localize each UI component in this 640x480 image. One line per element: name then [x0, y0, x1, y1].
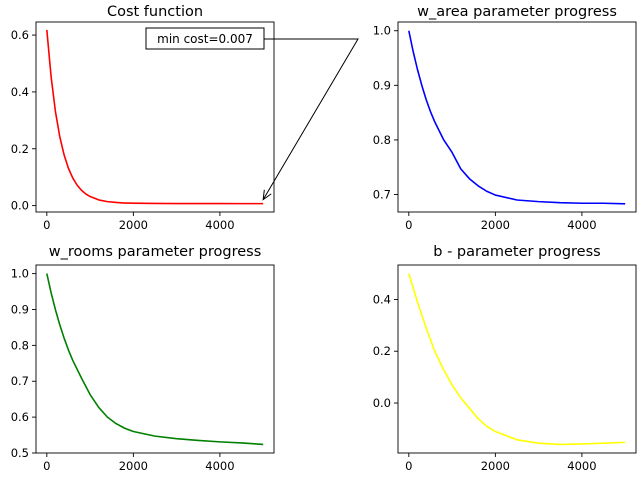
b-x-tick-label: 4000: [567, 459, 596, 473]
w-area-title: w_area parameter progress: [417, 4, 617, 20]
w_area-x-tick-label: 2000: [481, 218, 510, 232]
w-rooms-title: w_rooms parameter progress: [49, 244, 262, 260]
w_area-x-tick-label: 4000: [567, 218, 596, 232]
annotation-text: min cost=0.007: [157, 32, 253, 46]
w_rooms-y-tick-label: 0.9: [11, 302, 29, 316]
b-y-tick-label: 0.0: [373, 396, 391, 410]
w_rooms-x-tick-label: 0: [43, 459, 50, 473]
cost-y-tick-label: 0.6: [11, 28, 29, 42]
cost-y-tick-label: 0.4: [11, 85, 29, 99]
cost-axes-frame: [35, 21, 275, 213]
cost-y-tick-label: 0.2: [11, 142, 29, 156]
cost-function-panel: Cost function 0 2000 4000 0.0 0.2 0.4 0.6 min c…: [11, 4, 359, 232]
annotation-box: [145, 27, 265, 50]
cost-x-tick-label: 4000: [205, 218, 234, 232]
w_area-series-line: [408, 30, 626, 205]
cost-function-title: Cost function: [107, 4, 203, 20]
w_rooms-y-tick-label: 0.7: [11, 374, 29, 388]
b-series-line: [408, 273, 626, 446]
w-area-panel: w_area parameter progress 0 2000 4000 0.7 0.…: [373, 4, 637, 232]
b-x-tick-label: 0: [405, 459, 412, 473]
cost-y-tick-label: 0.0: [11, 199, 29, 213]
annotation-arrow-head: [262, 189, 272, 201]
w_rooms-y-tick-label: 0.8: [11, 338, 29, 352]
w_rooms-y-tick-label: 0.5: [11, 446, 29, 460]
b-parameter-panel: b - parameter progress 0 2000 4000 0.0 0.2 0.…: [373, 244, 637, 473]
annotation-arrow-line: [262, 38, 359, 200]
w_rooms-x-tick-label: 2000: [119, 459, 148, 473]
w_area-x-tick-label: 0: [405, 218, 412, 232]
w_rooms-y-tick-label: 1.0: [11, 267, 29, 281]
cost-series-line: [46, 29, 264, 205]
w_area-y-tick-label: 0.7: [373, 188, 391, 202]
w_rooms-series-line: [46, 273, 264, 446]
w_area-y-tick-label: 1.0: [373, 24, 391, 38]
b-parameter-title: b - parameter progress: [433, 244, 600, 260]
w_area-y-tick-label: 0.9: [373, 78, 391, 92]
b-y-tick-label: 0.4: [373, 292, 391, 306]
w_rooms-axes-frame: [35, 264, 275, 454]
w_area-y-tick-label: 0.8: [373, 133, 391, 147]
w_rooms-x-tick-label: 4000: [205, 459, 234, 473]
b-x-tick-label: 2000: [481, 459, 510, 473]
cost-x-tick-label: 2000: [119, 218, 148, 232]
w_area-axes-frame: [397, 21, 637, 213]
w_rooms-y-tick-label: 0.6: [11, 410, 29, 424]
w-rooms-panel: w_rooms parameter progress 0 2000 4000 0.5 0…: [11, 244, 275, 473]
cost-x-tick-label: 0: [43, 218, 50, 232]
b-axes-frame: [397, 264, 637, 454]
b-y-tick-label: 0.2: [373, 344, 391, 358]
